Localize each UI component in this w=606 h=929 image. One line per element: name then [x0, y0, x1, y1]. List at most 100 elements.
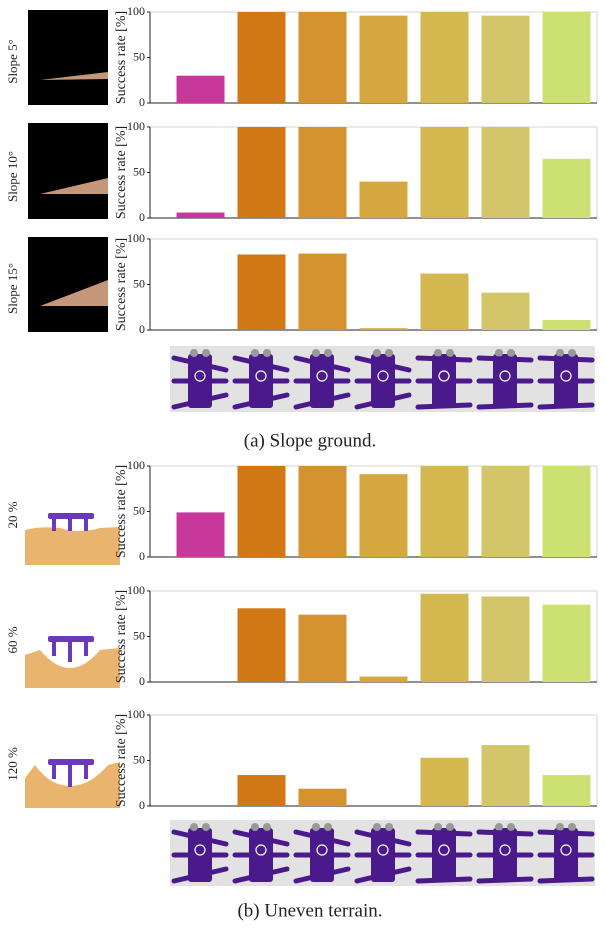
y-tick-label: 0	[139, 95, 145, 109]
robot-head	[446, 823, 454, 831]
robot-head	[568, 823, 576, 831]
bar	[299, 127, 347, 218]
bar	[360, 328, 408, 330]
y-tick-label: 0	[139, 322, 145, 336]
bar	[360, 16, 408, 103]
bar	[482, 293, 530, 330]
page: {"chart_data": [ {"type": "bar", "label"…	[0, 0, 606, 929]
bar	[543, 159, 591, 218]
plot-frame	[150, 715, 597, 806]
y-tick-label: 100	[127, 707, 145, 721]
bar	[421, 466, 469, 557]
y-axis-label: Success rate [%]	[114, 11, 129, 104]
caption: (a) Slope ground.	[244, 430, 376, 451]
bar	[238, 12, 286, 103]
y-axis-label: Success rate [%]	[114, 714, 129, 807]
robot-leg	[418, 358, 470, 360]
robot-head	[324, 823, 332, 831]
row-label: Slope 10°	[5, 151, 20, 202]
y-tick-label: 50	[133, 752, 145, 766]
plot-frame	[150, 591, 597, 682]
bar	[543, 775, 591, 806]
robot-head	[385, 823, 393, 831]
bar	[177, 512, 225, 557]
robot-head	[434, 823, 442, 831]
bar	[360, 677, 408, 682]
robot-head	[568, 349, 576, 357]
robot-leg	[479, 405, 531, 407]
bar	[421, 274, 469, 330]
bar	[482, 466, 530, 557]
bar	[421, 12, 469, 103]
y-axis-label: Success rate [%]	[114, 465, 129, 558]
robot-head	[434, 349, 442, 357]
y-tick-label: 50	[133, 628, 145, 642]
robot-head	[190, 823, 198, 831]
robot-head	[507, 823, 515, 831]
robot-leg	[418, 405, 470, 407]
y-tick-label: 100	[127, 4, 145, 18]
slope-thumbnails	[28, 10, 108, 332]
robot-head	[373, 349, 381, 357]
robot-leg	[540, 358, 592, 360]
y-tick-label: 50	[133, 49, 145, 63]
bar	[543, 466, 591, 557]
bar	[299, 615, 347, 682]
figure: (a) Slope ground. (b) Uneven terrain. 0 5…	[0, 0, 606, 929]
y-tick-label: 50	[133, 164, 145, 178]
bar	[177, 76, 225, 103]
y-tick-label: 0	[139, 549, 145, 563]
robot-leg	[540, 879, 592, 881]
robot-head	[385, 349, 393, 357]
row-label: 60 %	[5, 626, 20, 653]
bar	[543, 320, 591, 330]
bar	[482, 127, 530, 218]
bar	[482, 745, 530, 806]
robot-head	[312, 823, 320, 831]
bar	[360, 474, 408, 557]
row-label: Slope 15°	[5, 263, 20, 314]
robot-head	[446, 349, 454, 357]
robot-head	[507, 349, 515, 357]
robot-head	[251, 349, 259, 357]
y-tick-label: 100	[127, 231, 145, 245]
y-tick-label: 100	[127, 458, 145, 472]
y-axis-label: Success rate [%]	[114, 590, 129, 683]
y-tick-label: 50	[133, 503, 145, 517]
row-label: 20 %	[5, 501, 20, 528]
bar	[299, 254, 347, 330]
bar	[299, 789, 347, 806]
bar	[421, 594, 469, 682]
robot-head	[312, 349, 320, 357]
bar	[421, 758, 469, 806]
row-label: 120 %	[5, 747, 20, 781]
bar	[482, 16, 530, 103]
y-tick-label: 100	[127, 583, 145, 597]
bar	[238, 127, 286, 218]
robot-head	[495, 349, 503, 357]
bar	[299, 466, 347, 557]
y-tick-label: 0	[139, 798, 145, 812]
bar	[238, 254, 286, 330]
terrain-thumbnails	[25, 513, 120, 808]
row-label: Slope 5°	[5, 39, 20, 84]
robot-head	[556, 349, 564, 357]
robot-head	[190, 349, 198, 357]
robot-head	[495, 823, 503, 831]
caption: (b) Uneven terrain.	[237, 900, 382, 921]
y-tick-label: 50	[133, 276, 145, 290]
bar	[238, 608, 286, 682]
robot-leg	[540, 832, 592, 834]
robot-head	[324, 349, 332, 357]
robot-leg	[418, 832, 470, 834]
y-tick-label: 0	[139, 674, 145, 688]
y-tick-label: 0	[139, 210, 145, 224]
robot-head	[373, 823, 381, 831]
bar	[482, 596, 530, 682]
bar	[543, 605, 591, 682]
bar	[543, 12, 591, 103]
bar	[238, 466, 286, 557]
robot-leg	[418, 879, 470, 881]
robot-leg	[479, 358, 531, 360]
robot-head	[202, 823, 210, 831]
